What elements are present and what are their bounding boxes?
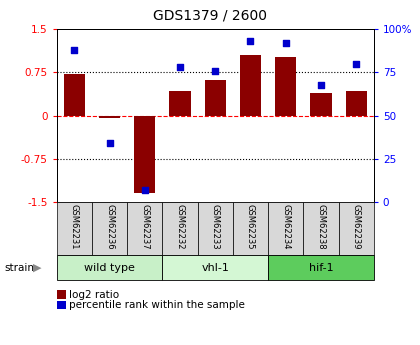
Text: strain: strain [4, 263, 34, 273]
Point [106, 140, 113, 146]
Bar [198, 202, 233, 255]
Bar [57, 202, 92, 255]
Point [282, 40, 289, 46]
Point [177, 65, 184, 70]
Text: log2 ratio: log2 ratio [69, 290, 119, 299]
Point [212, 68, 219, 73]
Bar [233, 202, 268, 255]
Bar [99, 116, 120, 118]
Text: GSM62231: GSM62231 [70, 205, 79, 250]
Bar [163, 255, 268, 280]
Text: percentile rank within the sample: percentile rank within the sample [69, 300, 245, 310]
Text: wild type: wild type [84, 263, 135, 273]
Text: GSM62239: GSM62239 [352, 205, 361, 250]
Bar [134, 116, 155, 193]
Bar [163, 202, 198, 255]
Text: GSM62232: GSM62232 [176, 205, 184, 250]
Text: GSM62235: GSM62235 [246, 205, 255, 250]
Point [142, 187, 148, 193]
Bar [205, 80, 226, 116]
Bar [339, 202, 374, 255]
Bar [268, 202, 303, 255]
Bar [57, 255, 163, 280]
Text: GSM62236: GSM62236 [105, 205, 114, 250]
Bar [92, 202, 127, 255]
Bar [64, 74, 85, 116]
Bar [127, 202, 163, 255]
Text: vhl-1: vhl-1 [201, 263, 229, 273]
Text: GSM62233: GSM62233 [211, 205, 220, 250]
Bar [169, 91, 191, 116]
Point [318, 82, 324, 87]
Bar [240, 55, 261, 116]
Text: GSM62234: GSM62234 [281, 205, 290, 250]
Bar [268, 255, 374, 280]
Point [247, 39, 254, 44]
Bar [310, 92, 331, 116]
Point [71, 47, 78, 53]
Bar [346, 91, 367, 116]
Text: ▶: ▶ [33, 263, 41, 273]
Text: hif-1: hif-1 [309, 263, 333, 273]
Point [353, 61, 360, 67]
Bar [303, 202, 339, 255]
Text: GDS1379 / 2600: GDS1379 / 2600 [153, 9, 267, 23]
Text: GSM62238: GSM62238 [316, 205, 326, 250]
Bar [275, 57, 296, 116]
Text: GSM62237: GSM62237 [140, 205, 149, 250]
